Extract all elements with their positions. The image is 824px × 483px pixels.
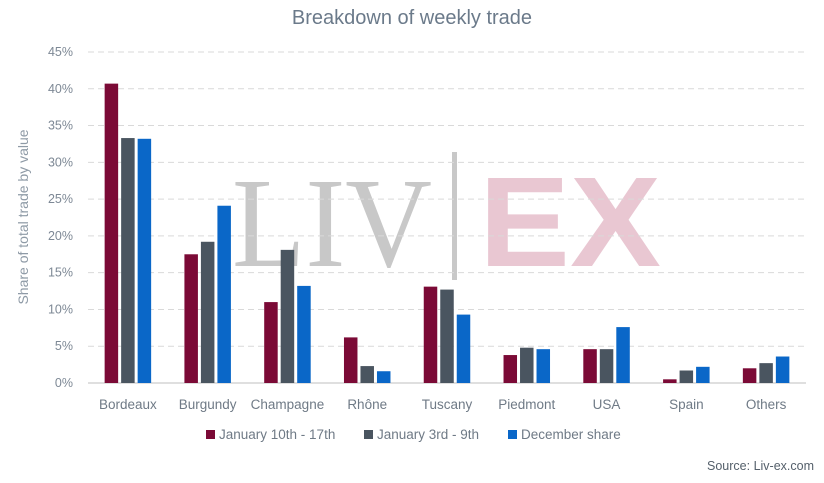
bar <box>456 314 471 383</box>
category-label: USA <box>593 397 621 412</box>
bar <box>297 285 311 383</box>
legend: January 10th - 17th January 3rd - 9th Dece… <box>206 427 621 442</box>
bar <box>121 138 135 383</box>
bar <box>583 349 597 383</box>
y-tick-label: 20% <box>48 229 73 243</box>
bar <box>137 138 152 383</box>
bar <box>616 327 630 383</box>
bar <box>360 366 374 383</box>
bar <box>217 205 231 383</box>
bar <box>663 379 677 383</box>
bar <box>520 347 534 383</box>
bar <box>184 254 198 383</box>
bar <box>503 355 518 383</box>
y-tick-label: 0% <box>55 376 73 390</box>
bar <box>200 241 215 383</box>
y-tick-label: 40% <box>48 82 73 96</box>
category-label: Bordeaux <box>99 397 157 412</box>
legend-label: January 3rd - 9th <box>377 427 479 442</box>
bar <box>376 371 391 383</box>
svg-text:EX: EX <box>479 151 661 294</box>
y-tick-label: 45% <box>48 45 73 59</box>
liv-ex-watermark-logo: LIV EX <box>232 151 661 294</box>
bar <box>679 370 694 383</box>
bar <box>104 83 119 383</box>
y-tick-label: 5% <box>55 339 73 353</box>
legend-label: December share <box>521 427 621 442</box>
bar <box>423 286 438 383</box>
category-label: Piedmont <box>498 397 555 412</box>
legend-swatch <box>206 430 215 439</box>
bar <box>264 302 278 383</box>
y-tick-label: 10% <box>48 302 73 316</box>
bar <box>775 356 790 383</box>
y-tick-label: 35% <box>48 119 73 133</box>
bar <box>440 289 454 383</box>
y-tick-label: 15% <box>48 266 73 280</box>
category-label: Others <box>746 397 787 412</box>
legend-swatch <box>364 430 373 439</box>
bar <box>280 249 295 383</box>
category-labels: Bordeaux Burgundy Champagne Rhône Tuscany Pie… <box>99 397 787 412</box>
y-axis-label: Share of total trade by value <box>15 129 31 304</box>
y-tick-label: 30% <box>48 155 73 169</box>
legend-swatch <box>508 430 517 439</box>
category-label: Burgundy <box>179 397 237 412</box>
bar <box>742 368 757 383</box>
legend-label: January 10th - 17th <box>219 427 335 442</box>
y-tick-label: 25% <box>48 192 73 206</box>
category-label: Champagne <box>251 397 325 412</box>
svg-text:LIV: LIV <box>232 152 432 294</box>
category-label: Rhône <box>347 397 387 412</box>
bar <box>599 349 614 383</box>
bar <box>343 337 358 383</box>
bars <box>104 83 790 383</box>
bar <box>696 366 710 383</box>
y-axis-ticks: 0% 5% 10% 15% 20% 25% 30% 35% 40% 45% <box>48 45 73 390</box>
category-label: Tuscany <box>422 397 473 412</box>
bar <box>759 363 773 383</box>
bar <box>536 349 551 383</box>
chart-title: Breakdown of weekly trade <box>292 7 532 29</box>
category-label: Spain <box>669 397 704 412</box>
source-note: Source: Liv-ex.com <box>707 459 814 473</box>
